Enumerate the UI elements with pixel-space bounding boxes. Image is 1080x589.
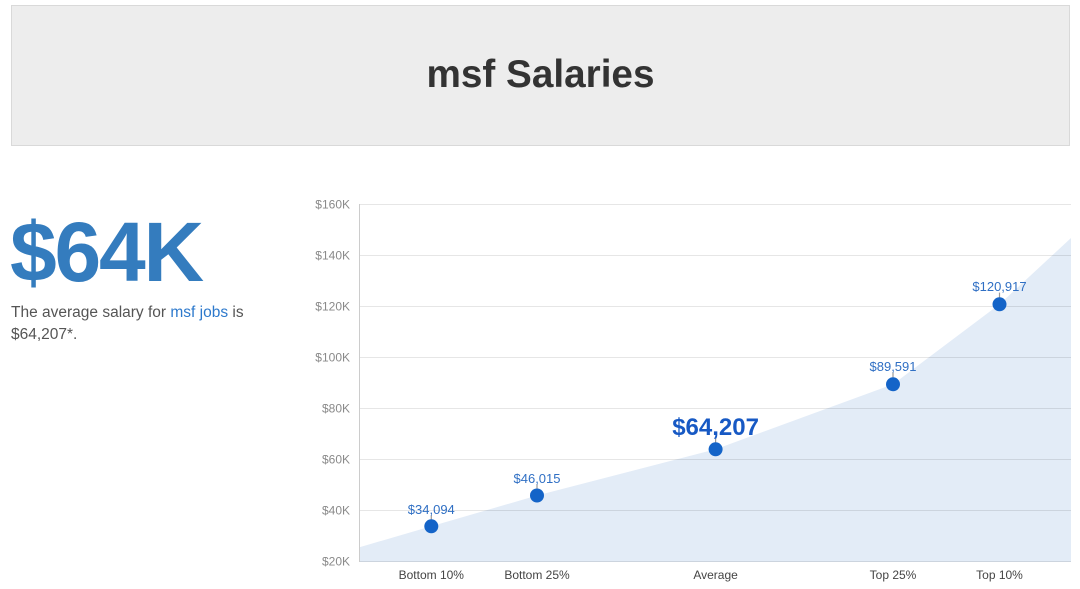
svg-text:$140K: $140K xyxy=(315,249,350,263)
svg-text:Top 10%: Top 10% xyxy=(976,568,1023,582)
svg-text:Bottom 10%: Bottom 10% xyxy=(399,568,465,582)
svg-text:$80K: $80K xyxy=(322,402,350,416)
svg-text:$120K: $120K xyxy=(315,300,350,314)
svg-text:$34,094: $34,094 xyxy=(408,502,455,517)
svg-text:$46,015: $46,015 xyxy=(514,471,561,486)
svg-text:$40K: $40K xyxy=(322,504,350,518)
svg-text:Top 25%: Top 25% xyxy=(870,568,917,582)
svg-text:$60K: $60K xyxy=(322,453,350,467)
svg-text:Bottom 25%: Bottom 25% xyxy=(504,568,570,582)
svg-text:Average: Average xyxy=(693,568,738,582)
svg-text:$20K: $20K xyxy=(322,555,350,569)
svg-text:$100K: $100K xyxy=(315,351,350,365)
svg-text:$64,207: $64,207 xyxy=(672,414,759,441)
svg-text:$120,917: $120,917 xyxy=(972,279,1026,294)
svg-text:$89,591: $89,591 xyxy=(870,359,917,374)
svg-text:$160K: $160K xyxy=(315,198,350,212)
